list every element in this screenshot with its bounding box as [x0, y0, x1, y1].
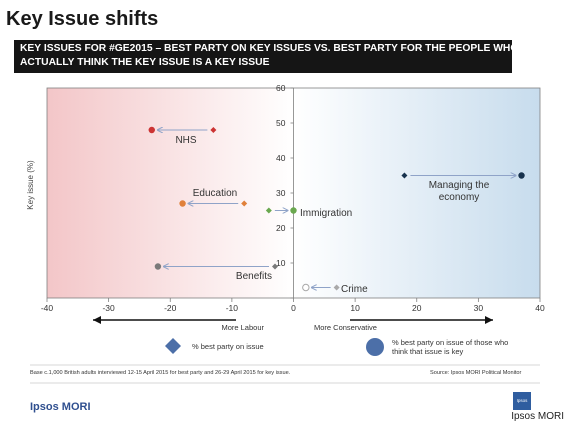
labour-background	[47, 88, 294, 298]
subtitle-line-1: KEY ISSUES FOR #GE2015 – BEST PARTY ON K…	[20, 43, 512, 54]
scatter-chart: -40 -30 -20 -10 0 10 20 30 40 10 20 30 40 50 60 Key is…	[26, 83, 545, 384]
label-nhs: NHS	[175, 135, 196, 146]
ipsos-mori-brand: Ipsos MORI	[30, 401, 91, 413]
best-party-issue-point	[518, 172, 525, 179]
more-conservative-label: More Conservative	[314, 323, 377, 332]
label-economy-line1: Managing the	[429, 180, 490, 191]
slide: Key Issue shifts KEY ISSUES FOR #GE2015 …	[6, 8, 545, 413]
subtitle-banner: KEY ISSUES FOR #GE2015 – BEST PARTY ON K…	[14, 40, 512, 73]
watermark: Ipsos MORI	[511, 411, 564, 422]
label-immigration: Immigration	[300, 208, 352, 219]
legend-all-label: % best party on issue	[192, 342, 264, 351]
subtitle-line-2: ACTUALLY THINK THE KEY ISSUE IS A KEY IS…	[20, 57, 270, 68]
x-tick-label: 10	[350, 303, 360, 313]
x-tick-label: 30	[474, 303, 484, 313]
label-education: Education	[193, 188, 237, 199]
y-tick-label: 30	[276, 188, 286, 198]
y-tick-label: 20	[276, 223, 286, 233]
label-crime: Crime	[341, 284, 368, 295]
x-tick-label: 40	[535, 303, 545, 313]
conservative-background	[293, 88, 540, 298]
x-tick-label: -40	[41, 303, 54, 313]
label-benefits: Benefits	[236, 271, 272, 282]
legend-issue-label-line1: % best party on issue of those who	[392, 338, 508, 347]
labour-arrowhead	[93, 316, 101, 324]
y-tick-label: 50	[276, 118, 286, 128]
best-party-all-point	[272, 263, 279, 270]
best-party-issue-point	[179, 200, 186, 207]
legend-circle-icon	[366, 338, 384, 356]
best-party-issue-point	[154, 263, 162, 270]
best-party-all-point	[333, 284, 340, 291]
legend: % best party on issue % best party on is…	[165, 338, 508, 356]
best-party-all-point	[265, 207, 272, 214]
direction-arrows	[93, 316, 493, 324]
axes: -40 -30 -20 -10 0 10 20 30 40 10 20 30 40 50 60	[41, 83, 545, 313]
label-economy-line2: economy	[439, 192, 480, 203]
best-party-all-point	[401, 172, 408, 179]
y-tick-label: 40	[276, 153, 286, 163]
x-tick-label: 20	[412, 303, 422, 313]
x-tick-label: -20	[164, 303, 177, 313]
y-tick-label: 60	[276, 83, 286, 93]
shift-arrows	[158, 130, 516, 288]
legend-issue-label-line2: think that issue is key	[392, 347, 464, 356]
best-party-issue-point	[302, 283, 310, 292]
best-party-all-point	[241, 200, 248, 207]
best-party-issue-point	[148, 126, 155, 134]
source-note: Source: Ipsos MORI Political Monitor	[430, 370, 522, 376]
ipsos-logo: Ipsos	[513, 392, 531, 410]
legend-diamond-icon	[165, 338, 181, 354]
x-tick-label: 0	[291, 303, 296, 313]
best-party-all-point	[210, 127, 217, 133]
conservative-arrowhead	[485, 316, 493, 324]
y-tick-label: 10	[276, 258, 286, 268]
base-note: Base c.1,000 British adults interviewed …	[30, 370, 291, 376]
page-title: Key Issue shifts	[6, 8, 159, 30]
more-labour-label: More Labour	[221, 323, 264, 332]
y-axis-label: Key issue (%)	[26, 160, 35, 210]
x-tick-label: -30	[102, 303, 115, 313]
data-points	[148, 126, 525, 292]
x-tick-label: -10	[226, 303, 239, 313]
best-party-issue-point	[290, 207, 297, 214]
